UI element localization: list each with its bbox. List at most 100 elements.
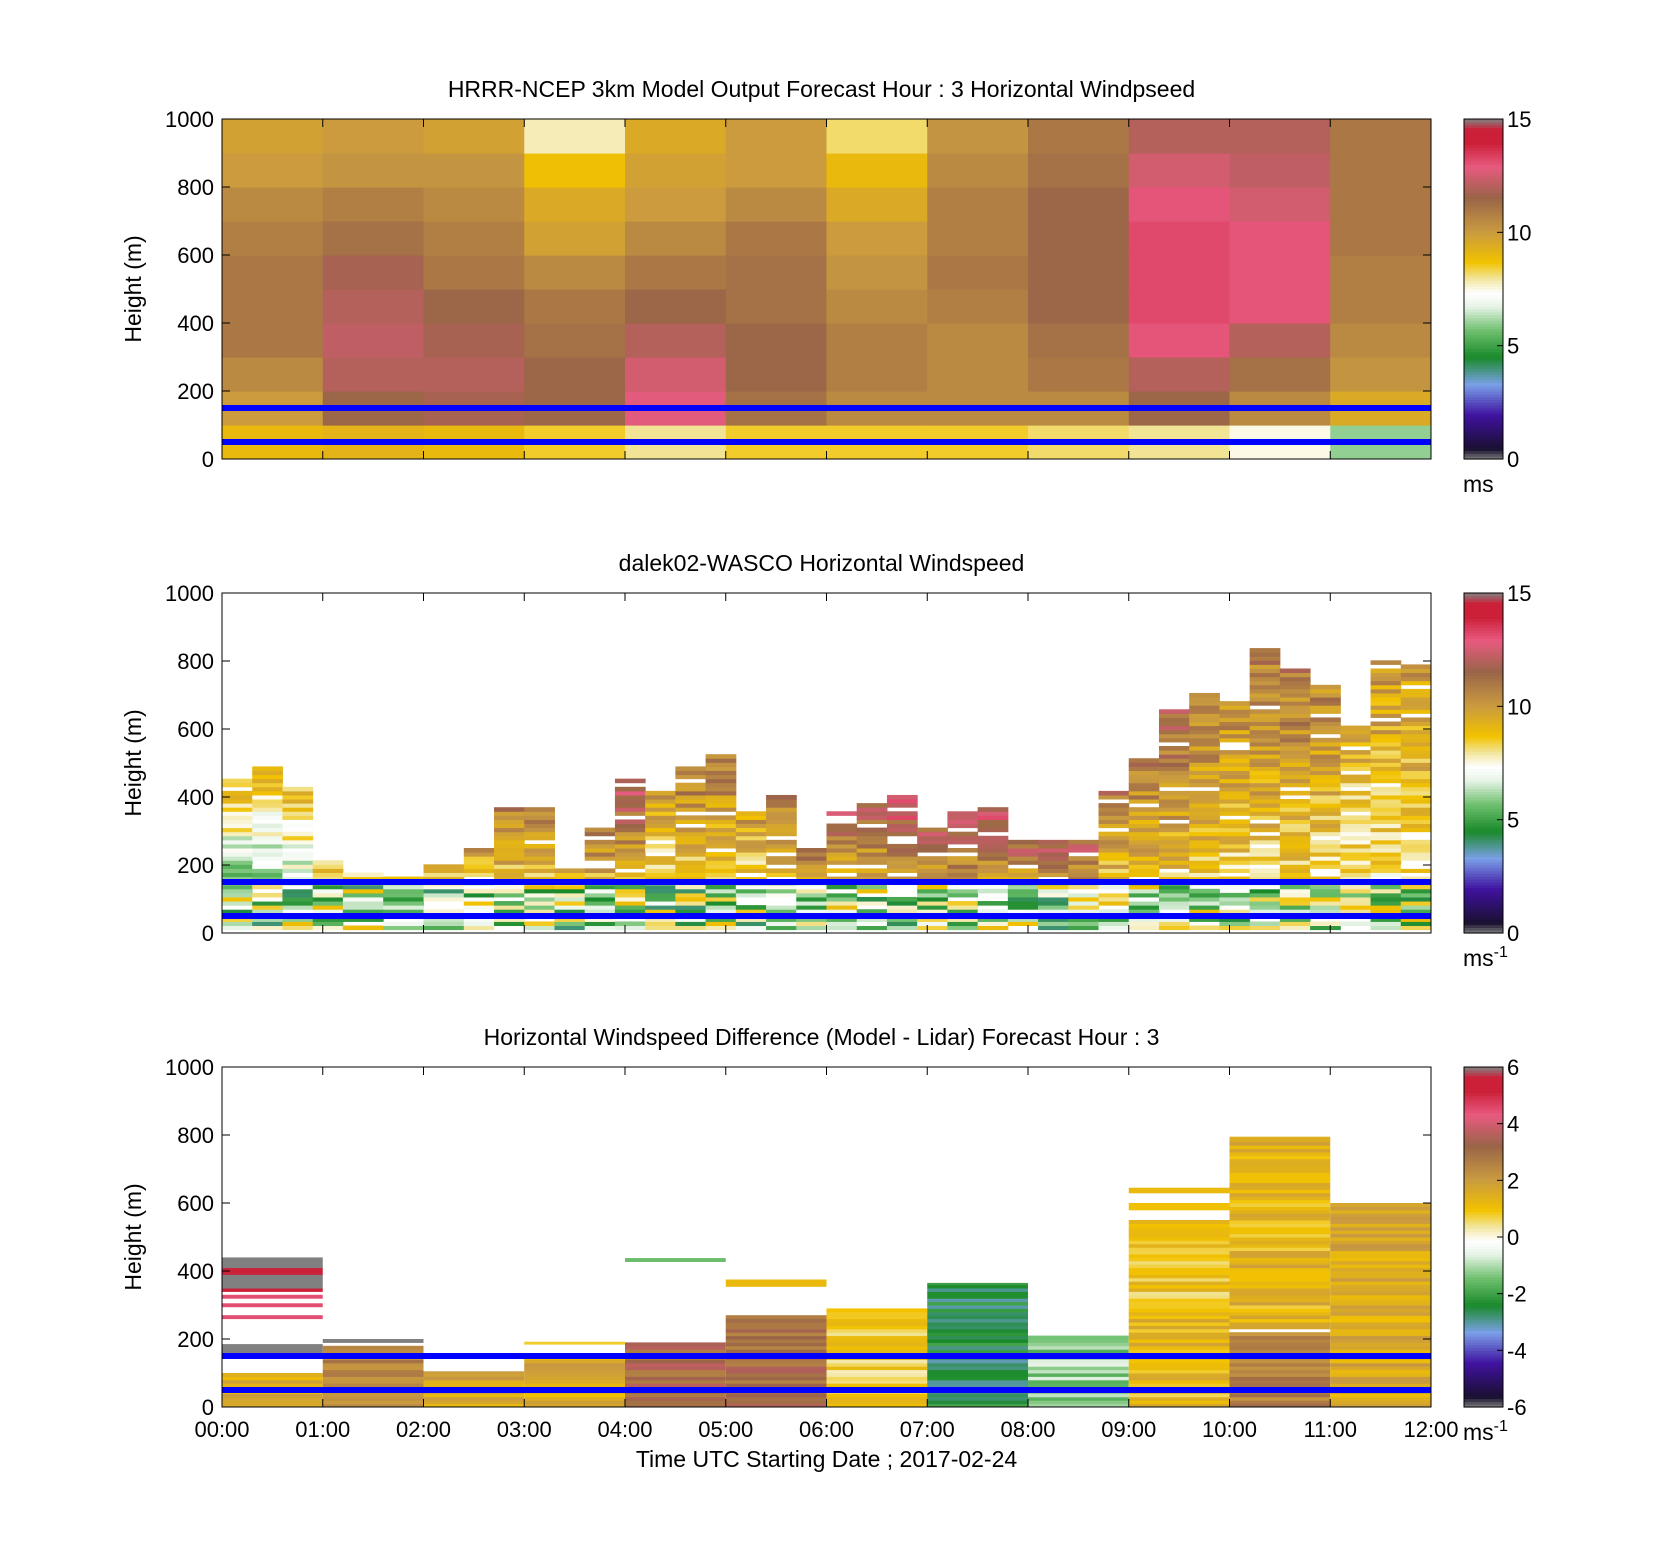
colorbar-segment xyxy=(1464,1123,1503,1128)
lidar-cell xyxy=(705,754,737,759)
lidar-cell xyxy=(1128,799,1160,804)
lidar-cell xyxy=(1370,811,1402,816)
colorbar-segment xyxy=(1464,150,1503,154)
lidar-cell xyxy=(1219,794,1251,800)
heat-cell xyxy=(1330,289,1431,324)
lidar-cell xyxy=(1310,848,1341,853)
x-tick-label: 09:00 xyxy=(1101,1417,1156,1442)
lidar-cell xyxy=(1370,672,1402,678)
colorbar-segment xyxy=(1464,853,1503,858)
lidar-cell xyxy=(252,856,283,861)
colorbar-segment xyxy=(1464,311,1503,316)
difference-cell xyxy=(1229,1138,1331,1143)
lidar-cell xyxy=(1128,807,1160,812)
colorbar-segment xyxy=(1464,1069,1503,1074)
lidar-cell xyxy=(735,839,767,845)
lidar-cell xyxy=(1038,843,1069,849)
lidar-cell xyxy=(766,868,797,873)
lidar-cell xyxy=(977,811,1009,816)
colorbar-segment xyxy=(1464,283,1503,287)
colorbar-segment xyxy=(1464,1203,1503,1207)
difference-cell xyxy=(1229,1186,1331,1190)
colorbar-segment xyxy=(1464,1367,1503,1371)
heat-cell xyxy=(927,187,1029,222)
lidar-cell xyxy=(1219,835,1251,841)
colorbar-segment xyxy=(1464,317,1503,321)
lidar-cell xyxy=(766,819,797,825)
colorbar-segment xyxy=(1464,1313,1503,1317)
lidar-cell xyxy=(494,892,525,898)
lidar-cell xyxy=(1249,672,1281,678)
colorbar-segment xyxy=(1464,1316,1503,1320)
lidar-cell xyxy=(1098,896,1130,902)
difference-cell xyxy=(1330,1325,1431,1330)
lidar-cell xyxy=(1128,770,1160,776)
difference-cell xyxy=(1229,1359,1331,1364)
lidar-cell xyxy=(282,799,314,804)
difference-cell xyxy=(1028,1396,1129,1401)
lidar-cell xyxy=(1068,856,1100,861)
difference-cell xyxy=(927,1282,1028,1286)
colorbar-segment xyxy=(1464,879,1503,883)
colorbar-segment xyxy=(1464,780,1503,784)
lidar-cell xyxy=(1007,917,1039,922)
difference-cell xyxy=(1330,1311,1431,1316)
lidar-cell xyxy=(1400,848,1431,853)
lidar-cell xyxy=(977,925,1009,931)
lidar-cell xyxy=(1279,811,1311,816)
difference-cell xyxy=(927,1325,1028,1330)
lidar-cell xyxy=(1219,770,1251,776)
lidar-cell xyxy=(1219,819,1251,825)
lidar-cell xyxy=(1219,876,1251,882)
difference-cell xyxy=(826,1322,928,1326)
lidar-cell xyxy=(886,831,918,837)
lidar-cell xyxy=(766,831,797,837)
colorbar-segment xyxy=(1464,896,1503,900)
lidar-cell xyxy=(675,815,707,820)
difference-cell xyxy=(1028,1345,1129,1350)
colorbar-segment xyxy=(1464,385,1503,389)
lidar-cell xyxy=(1370,737,1402,743)
colorbar-segment xyxy=(1464,170,1503,174)
colorbar-segment xyxy=(1464,1180,1503,1184)
colorbar-segment xyxy=(1464,246,1503,250)
colorbar-segment xyxy=(1464,816,1503,821)
colorbar-segment xyxy=(1464,882,1503,886)
colorbar-segment xyxy=(1464,601,1503,605)
lidar-cell xyxy=(282,811,314,816)
lidar-cell xyxy=(1310,896,1341,902)
y-axis-label: Height (m) xyxy=(120,709,146,816)
lidar-cell xyxy=(917,917,948,922)
difference-cell xyxy=(826,1332,928,1337)
lidar-cell xyxy=(675,884,707,890)
lidar-cell xyxy=(826,835,858,841)
lidar-cell xyxy=(1310,729,1341,735)
difference-cell xyxy=(927,1345,1028,1350)
lidar-cell xyxy=(1189,774,1220,780)
lidar-cell xyxy=(1279,901,1311,906)
lidar-cell xyxy=(1219,856,1251,861)
lidar-cell xyxy=(675,819,707,825)
colorbar-segment xyxy=(1464,442,1503,446)
lidar-cell xyxy=(675,896,707,902)
lidar-cell xyxy=(856,811,888,816)
lidar-cell xyxy=(856,835,888,841)
lidar-cell xyxy=(1158,811,1190,816)
lidar-cell xyxy=(554,868,586,873)
lidar-cell xyxy=(1189,725,1220,731)
lidar-cell xyxy=(222,884,253,890)
lidar-cell xyxy=(1219,864,1251,869)
y-tick-label: 400 xyxy=(177,311,214,336)
colorbar-segment xyxy=(1464,788,1503,792)
lidar-cell xyxy=(1219,701,1251,706)
lidar-cell xyxy=(705,896,737,902)
lidar-cell xyxy=(282,901,314,906)
lidar-cell xyxy=(675,905,707,910)
colorbar-segment xyxy=(1464,799,1503,804)
lidar-cell xyxy=(494,807,525,812)
lidar-cell xyxy=(282,856,314,861)
lidar-cell xyxy=(1128,848,1160,853)
lidar-cell xyxy=(947,868,979,873)
lidar-cell xyxy=(1310,717,1341,723)
lidar-cell xyxy=(1400,794,1431,800)
